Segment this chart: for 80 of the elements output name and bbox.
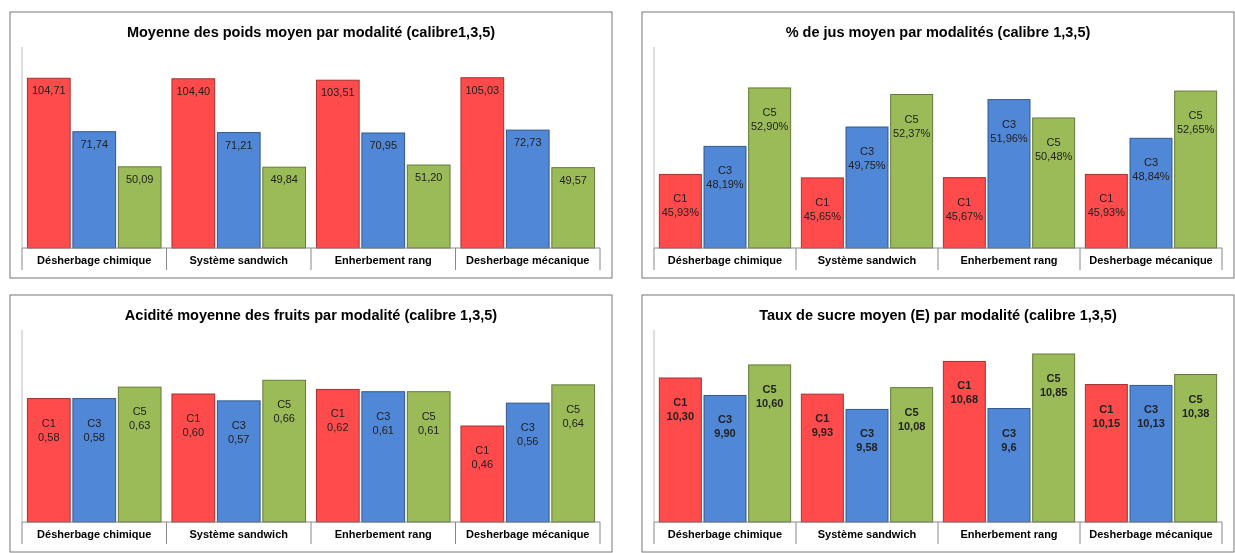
x-tick-label: Enherbement rang: [334, 254, 432, 266]
data-label: C5 0,66: [273, 398, 295, 425]
data-label: C1 0,60: [182, 412, 205, 438]
bar: [216, 132, 261, 249]
data-label: 71,21: [224, 138, 253, 151]
data-label: C3 0,56: [517, 421, 539, 448]
data-label: C3 48,84%: [1132, 156, 1170, 183]
data-label: C1 45,67%: [945, 195, 984, 222]
data-label: C3 51,96%: [990, 117, 1028, 144]
data-label: C5 0,63: [128, 405, 151, 432]
x-tick-label: Desherbage mécanique: [1089, 528, 1213, 540]
data-label: C1 0,62: [327, 407, 349, 434]
bar: [460, 77, 505, 249]
data-label: C1 10,68: [950, 379, 979, 406]
data-label: C5 52,37%: [893, 112, 931, 139]
bar: [551, 167, 596, 249]
data-label: C5 52,90%: [751, 105, 789, 132]
data-label: C3 9,58: [856, 427, 878, 454]
data-label: C3 49,75%: [848, 145, 886, 172]
data-label: 105,03: [465, 83, 500, 96]
data-label: C1 10,15: [1092, 402, 1121, 429]
data-label: C3 0,58: [83, 416, 105, 443]
data-label: 51,20: [414, 171, 443, 184]
data-label: 103,51: [320, 86, 355, 99]
data-label: C3 0,57: [228, 418, 250, 445]
x-tick-label: Système sandwich: [189, 528, 289, 540]
data-label: 70,95: [369, 138, 398, 151]
data-label: 49,84: [270, 173, 298, 186]
x-tick-label: Desherbage mécanique: [1089, 254, 1213, 266]
data-label: C1 45,93%: [1087, 192, 1126, 219]
data-label: 104,40: [176, 84, 211, 97]
bar: [315, 79, 360, 249]
data-label: C1 45,65%: [803, 195, 842, 222]
x-tick-label: Désherbage chimique: [667, 528, 783, 540]
data-label: C1 9,93: [811, 412, 834, 439]
x-tick-label: Désherbage chimique: [667, 254, 783, 266]
x-tick-label: Système sandwich: [817, 254, 917, 266]
x-tick-label: Enherbement rang: [960, 254, 1058, 266]
data-label: 72,73: [513, 136, 542, 149]
data-label: C5 10,08: [897, 405, 926, 432]
data-label: C3 9,6: [1001, 426, 1017, 453]
data-label: C5 0,64: [562, 402, 584, 429]
data-label: C5 52,65%: [1177, 109, 1215, 136]
x-tick-label: Désherbage chimique: [37, 254, 152, 266]
bar: [262, 166, 307, 249]
data-label: 71,74: [80, 137, 109, 150]
chart-title: % de jus moyen par modalités (calibre 1,3,5): [785, 24, 1091, 40]
data-label: C3 48,19%: [706, 164, 744, 191]
data-label: C5 10,85: [1039, 372, 1068, 398]
data-label: C5 10,38: [1181, 392, 1210, 419]
data-label: C3 10,13: [1137, 403, 1165, 430]
data-label: C5 10,60: [755, 382, 784, 409]
data-label: C1 45,93%: [661, 192, 700, 219]
x-tick-label: Désherbage chimique: [37, 528, 152, 540]
data-label: 49,57: [559, 173, 587, 186]
bar: [171, 78, 216, 249]
data-label: C1 0,46: [471, 444, 494, 470]
data-label: C3 9,90: [714, 413, 736, 440]
bar: [406, 164, 451, 249]
data-label: 50,09: [125, 172, 154, 185]
x-tick-label: Desherbage mécanique: [466, 528, 590, 540]
data-label: C1 0,58: [38, 416, 60, 443]
bar: [505, 129, 550, 249]
x-tick-label: Système sandwich: [189, 254, 289, 266]
chart-title: Acidité moyenne des fruits par modalité (calibre 1,3,5): [124, 307, 498, 323]
data-label: 104,71: [31, 84, 66, 97]
x-tick-label: Enherbement rang: [960, 528, 1058, 540]
bar: [72, 131, 117, 249]
bar: [26, 77, 71, 249]
chart-title: Moyenne des poids moyen par modalité (calibre1,3,5): [126, 24, 496, 40]
x-tick-label: Système sandwich: [817, 528, 917, 540]
chart-title: Taux de sucre moyen (E) par modalité (calibre 1,3,5): [759, 307, 1117, 323]
bar: [361, 132, 406, 249]
x-tick-label: Desherbage mécanique: [466, 254, 590, 266]
data-label: C5 50,48%: [1035, 135, 1073, 162]
data-label: C1 10,30: [666, 396, 695, 422]
data-label: C5 0,61: [417, 409, 440, 436]
data-label: C3 0,61: [372, 409, 394, 436]
x-tick-label: Enherbement rang: [334, 528, 432, 540]
bar: [117, 166, 162, 249]
